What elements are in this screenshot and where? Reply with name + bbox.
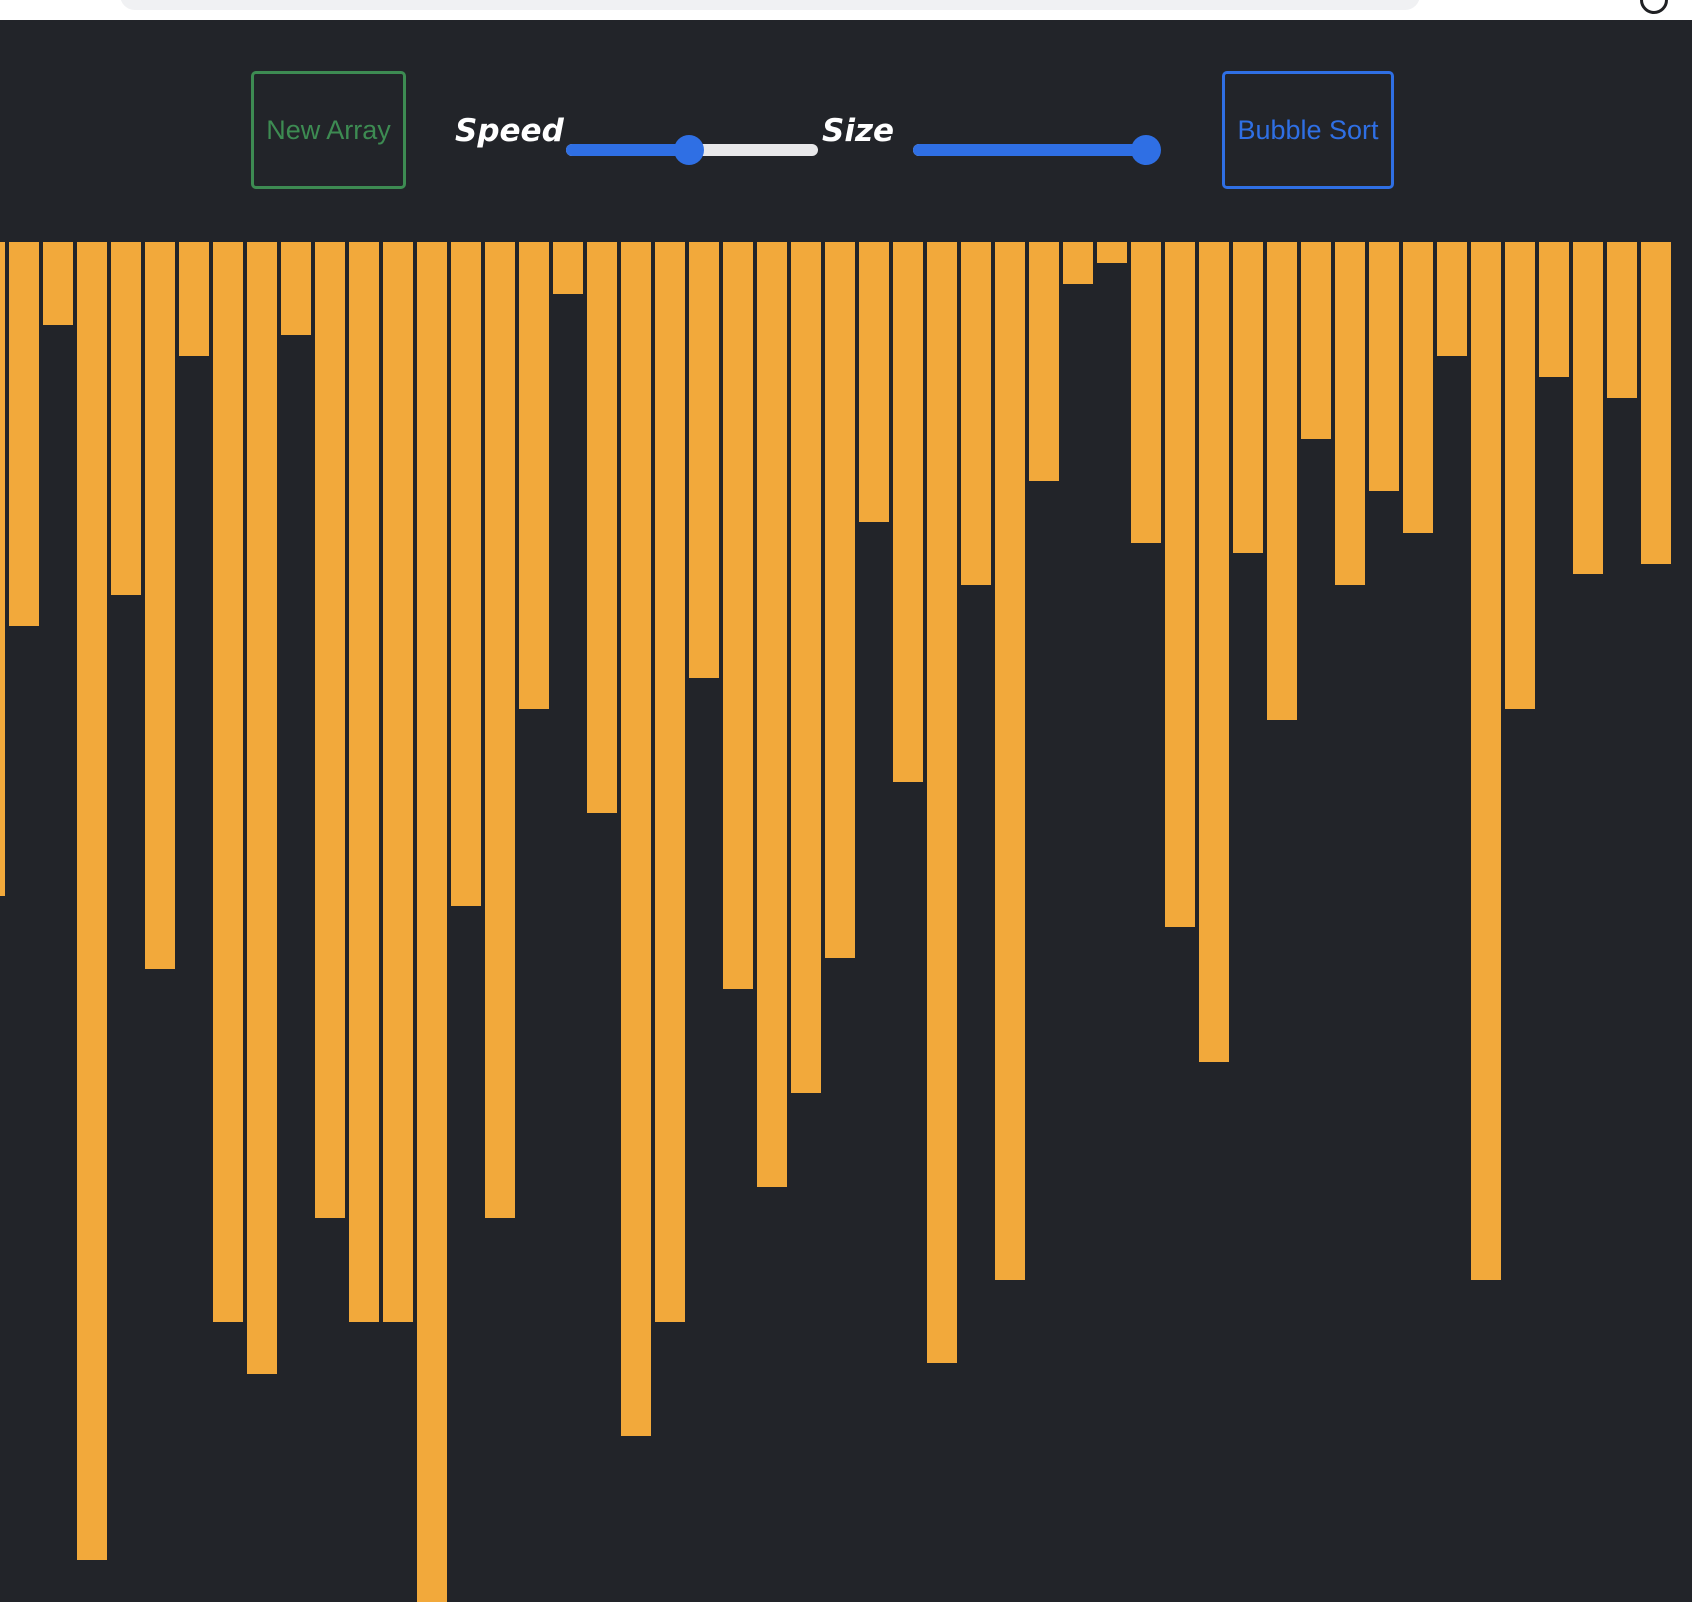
array-bar: [689, 242, 719, 679]
array-bar: [1165, 242, 1195, 928]
array-bar: [1267, 242, 1297, 720]
array-bar: [77, 242, 107, 1561]
array-bar: [111, 242, 141, 595]
array-bar: [1063, 242, 1093, 284]
array-bar: [961, 242, 991, 585]
array-bar: [621, 242, 651, 1436]
array-bar: [859, 242, 889, 523]
array-bar: [1573, 242, 1603, 575]
array-bar: [825, 242, 855, 959]
array-bar: [145, 242, 175, 969]
array-bars: [0, 242, 1692, 1602]
profile-icon[interactable]: [1640, 0, 1668, 14]
array-bar: [1233, 242, 1263, 554]
array-bar: [1505, 242, 1535, 710]
array-bar: [1471, 242, 1501, 1281]
array-bar: [213, 242, 243, 1322]
toolbar: New Array Speed Size Bubble Sort: [0, 20, 1692, 220]
array-bar: [519, 242, 549, 710]
array-bar: [417, 242, 447, 1602]
array-bar: [0, 242, 5, 897]
array-bar: [1369, 242, 1399, 492]
array-bar: [995, 242, 1025, 1281]
bubble-sort-button[interactable]: Bubble Sort: [1222, 71, 1394, 189]
sorting-visualizer: New Array Speed Size Bubble Sort: [0, 20, 1692, 1602]
size-label: Size: [822, 113, 895, 149]
array-bar: [9, 242, 39, 627]
size-slider-fill: [913, 144, 1146, 156]
array-bar: [791, 242, 821, 1094]
array-bar: [893, 242, 923, 782]
speed-slider-thumb[interactable]: [674, 135, 705, 165]
array-bar: [1607, 242, 1637, 398]
array-bar: [1335, 242, 1365, 585]
array-bar: [485, 242, 515, 1218]
array-bar: [655, 242, 685, 1322]
array-bar: [281, 242, 311, 336]
array-bar: [1437, 242, 1467, 357]
array-bar: [723, 242, 753, 990]
new-array-button[interactable]: New Array: [251, 71, 406, 189]
array-bar: [315, 242, 345, 1218]
array-bar: [927, 242, 957, 1364]
size-slider-thumb[interactable]: [1130, 135, 1161, 165]
array-bar: [1199, 242, 1229, 1063]
array-bar: [1097, 242, 1127, 263]
array-bar: [349, 242, 379, 1322]
array-bar: [247, 242, 277, 1374]
speed-label: Speed: [455, 113, 564, 149]
array-bar: [179, 242, 209, 357]
array-bar: [587, 242, 617, 813]
size-slider[interactable]: [913, 135, 1161, 165]
array-bar: [451, 242, 481, 907]
array-bar: [43, 242, 73, 326]
array-bar: [1131, 242, 1161, 544]
array-bar: [383, 242, 413, 1322]
array-bar: [1539, 242, 1569, 377]
array-bar: [1641, 242, 1671, 564]
speed-slider[interactable]: [566, 135, 818, 165]
array-bar: [1403, 242, 1433, 533]
speed-slider-fill: [566, 144, 690, 156]
array-bar: [757, 242, 787, 1187]
array-bar: [1301, 242, 1331, 440]
browser-chrome: [0, 0, 1692, 20]
array-bar: [553, 242, 583, 294]
address-bar[interactable]: [120, 0, 1420, 10]
array-bar: [1029, 242, 1059, 481]
